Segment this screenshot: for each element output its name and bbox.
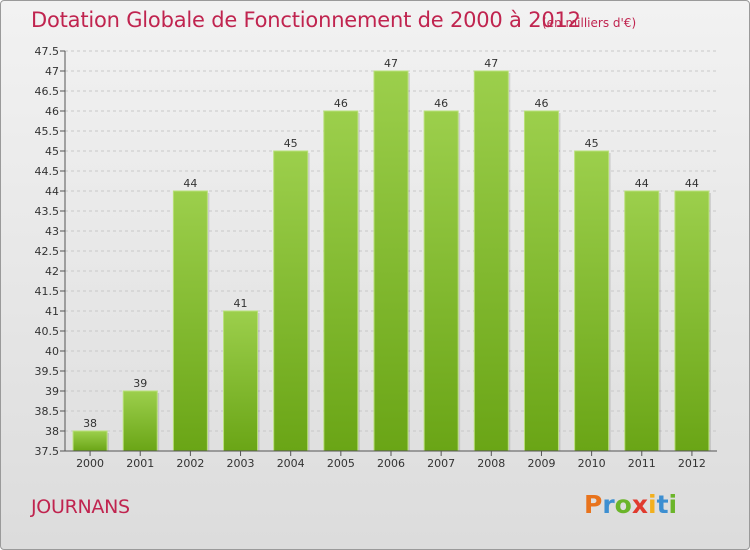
x-tick-label: 2008 [477, 457, 505, 470]
bar [624, 190, 660, 452]
logo-letter: i [668, 490, 678, 519]
labels: 37.5 38 38.5 39 39.5 40 40.5 41 41.5 42 42.5 43 43.5… [35, 45, 706, 470]
y-tick-label: 38 [45, 425, 59, 438]
logo-letter: r [602, 490, 615, 519]
y-tick-label: 46.5 [35, 85, 60, 98]
y-tick-label: 44 [45, 185, 59, 198]
bar [172, 190, 208, 452]
y-tick-label: 42.5 [35, 245, 60, 258]
bar [122, 390, 158, 452]
y-tick-label: 41.5 [35, 285, 60, 298]
logo-letter: x [631, 490, 648, 519]
data-label: 46 [534, 97, 548, 110]
logo-letter: i [648, 490, 657, 519]
y-tick-label: 37.5 [35, 445, 60, 458]
x-tick-label: 2003 [227, 457, 255, 470]
bar [423, 110, 459, 452]
x-tick-label: 2009 [527, 457, 555, 470]
x-tick-label: 2004 [277, 457, 305, 470]
data-label: 44 [183, 177, 197, 190]
data-label: 47 [484, 57, 498, 70]
bar [273, 150, 309, 452]
x-tick-label: 2000 [76, 457, 104, 470]
y-tick-label: 45.5 [35, 125, 60, 138]
y-tick-label: 43.5 [35, 205, 60, 218]
logo-letter: o [614, 490, 632, 519]
data-label: 39 [133, 377, 147, 390]
chart-unit: (en milliers d'€) [542, 16, 637, 30]
commune-name: JOURNANS [31, 496, 130, 518]
x-tick-label: 2012 [678, 457, 706, 470]
x-tick-label: 2001 [126, 457, 154, 470]
data-label: 41 [234, 297, 248, 310]
bar [574, 150, 610, 452]
bar [72, 430, 108, 452]
bar [523, 110, 559, 452]
proxiti-logo: Proxiti [584, 490, 677, 519]
y-tick-label: 40 [45, 345, 59, 358]
bar [223, 310, 259, 452]
bars [72, 70, 711, 452]
data-label: 47 [384, 57, 398, 70]
data-label: 46 [434, 97, 448, 110]
y-tick-label: 44.5 [35, 165, 60, 178]
data-label: 46 [334, 97, 348, 110]
bar [373, 70, 409, 452]
y-tick-label: 38.5 [35, 405, 60, 418]
x-tick-label: 2005 [327, 457, 355, 470]
axes [60, 50, 717, 456]
x-tick-label: 2010 [578, 457, 606, 470]
bar [674, 190, 710, 452]
bar [323, 110, 359, 452]
data-label: 44 [685, 177, 699, 190]
data-label: 44 [635, 177, 649, 190]
y-tick-label: 47.5 [35, 45, 60, 58]
x-tick-label: 2011 [628, 457, 656, 470]
logo-letter: t [656, 490, 669, 519]
y-tick-label: 39 [45, 385, 59, 398]
y-tick-label: 45 [45, 145, 59, 158]
chart-title: Dotation Globale de Fonctionnement de 20… [31, 8, 581, 32]
x-tick-label: 2002 [176, 457, 204, 470]
data-label: 38 [83, 417, 97, 430]
data-label: 45 [284, 137, 298, 150]
logo-letter: P [584, 490, 603, 519]
bar [473, 70, 509, 452]
y-tick-label: 46 [45, 105, 59, 118]
data-label: 45 [585, 137, 599, 150]
y-tick-label: 41 [45, 305, 59, 318]
x-tick-label: 2007 [427, 457, 455, 470]
y-tick-label: 40.5 [35, 325, 60, 338]
y-tick-label: 47 [45, 65, 59, 78]
y-tick-label: 42 [45, 265, 59, 278]
y-tick-label: 43 [45, 225, 59, 238]
y-tick-label: 39.5 [35, 365, 60, 378]
x-tick-label: 2006 [377, 457, 405, 470]
